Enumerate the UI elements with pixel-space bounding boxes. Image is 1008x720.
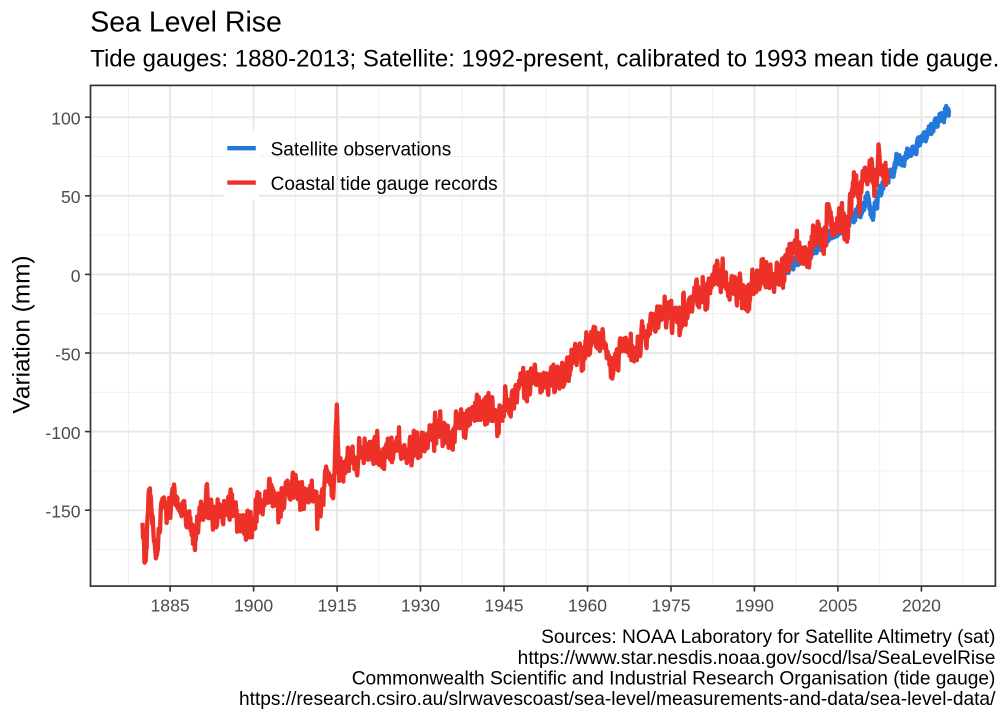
svg-text:2020: 2020 <box>902 596 941 616</box>
svg-text:1915: 1915 <box>318 596 357 616</box>
svg-text:Sea Level Rise: Sea Level Rise <box>90 7 282 39</box>
svg-text:1975: 1975 <box>651 596 690 616</box>
svg-text:100: 100 <box>51 109 81 129</box>
svg-text:0: 0 <box>71 266 81 286</box>
svg-text:-150: -150 <box>45 502 80 522</box>
svg-text:Satellite observations: Satellite observations <box>271 140 452 161</box>
svg-text:2005: 2005 <box>818 596 857 616</box>
svg-text:-100: -100 <box>45 423 80 443</box>
svg-text:1990: 1990 <box>735 596 774 616</box>
svg-text:Variation (mm): Variation (mm) <box>9 255 36 413</box>
svg-text:50: 50 <box>61 187 81 207</box>
svg-text:1945: 1945 <box>484 596 523 616</box>
svg-text:1930: 1930 <box>401 596 440 616</box>
svg-text:-50: -50 <box>55 344 81 364</box>
svg-text:1960: 1960 <box>568 596 607 616</box>
svg-text:Coastal tide gauge records: Coastal tide gauge records <box>271 174 498 195</box>
svg-text:https://research.csiro.au/slrw: https://research.csiro.au/slrwavescoast/… <box>239 689 996 710</box>
svg-text:Tide gauges: 1880-2013; Satell: Tide gauges: 1880-2013; Satellite: 1992-… <box>90 45 999 72</box>
svg-text:1900: 1900 <box>234 596 273 616</box>
svg-text:1885: 1885 <box>151 596 190 616</box>
svg-text:https://www.star.nesdis.noaa.g: https://www.star.nesdis.noaa.gov/socd/ls… <box>518 648 996 669</box>
svg-text:Commonwealth Scientific and In: Commonwealth Scientific and Industrial R… <box>352 669 996 690</box>
svg-text:Sources: NOAA Laboratory for S: Sources: NOAA Laboratory for Satellite A… <box>541 627 995 648</box>
